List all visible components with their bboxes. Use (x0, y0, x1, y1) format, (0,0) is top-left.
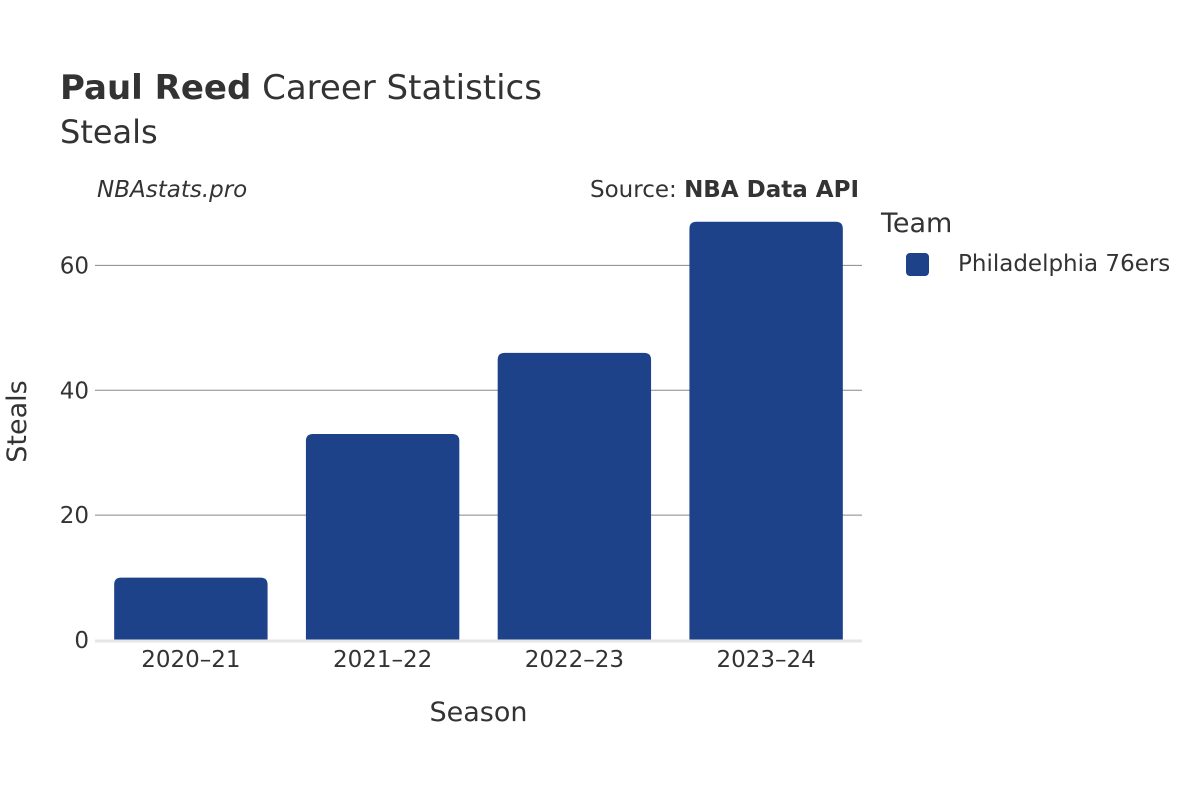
bar[interactable] (305, 433, 460, 640)
chart-title-player: Paul Reed (60, 68, 252, 108)
x-tick-label: 2021–22 (333, 647, 432, 673)
chart-title: Paul Reed Career Statistics (60, 68, 542, 108)
bar[interactable] (114, 577, 268, 640)
watermark: NBAstats.pro (97, 177, 248, 203)
bar[interactable] (689, 221, 843, 640)
legend-swatch (906, 252, 929, 276)
legend-label: Philadelphia 76ers (958, 251, 1171, 277)
bar[interactable] (497, 352, 652, 640)
source-credit: Source: NBA Data API (590, 177, 859, 203)
legend-item[interactable]: Philadelphia 76ers (906, 251, 1170, 277)
y-tick-label: 60 (60, 253, 89, 279)
source-name: NBA Data API (684, 177, 859, 203)
x-tick-label: 2023–24 (716, 647, 815, 673)
y-axis-title: Steals (2, 380, 33, 462)
y-tick-label: 0 (74, 628, 89, 654)
legend: Team Philadelphia 76ers (881, 208, 1170, 277)
chart-title-rest: Career Statistics (262, 68, 542, 108)
y-tick-label: 40 (60, 378, 89, 404)
x-axis-title: Season (430, 697, 528, 728)
x-tick-label: 2022–23 (525, 647, 624, 673)
source-prefix: Source: (590, 177, 677, 203)
chart-subtitle: Steals (60, 113, 158, 151)
y-tick-label: 20 (60, 503, 89, 529)
x-tick-label: 2020–21 (141, 647, 240, 673)
legend-title: Team (881, 208, 953, 239)
